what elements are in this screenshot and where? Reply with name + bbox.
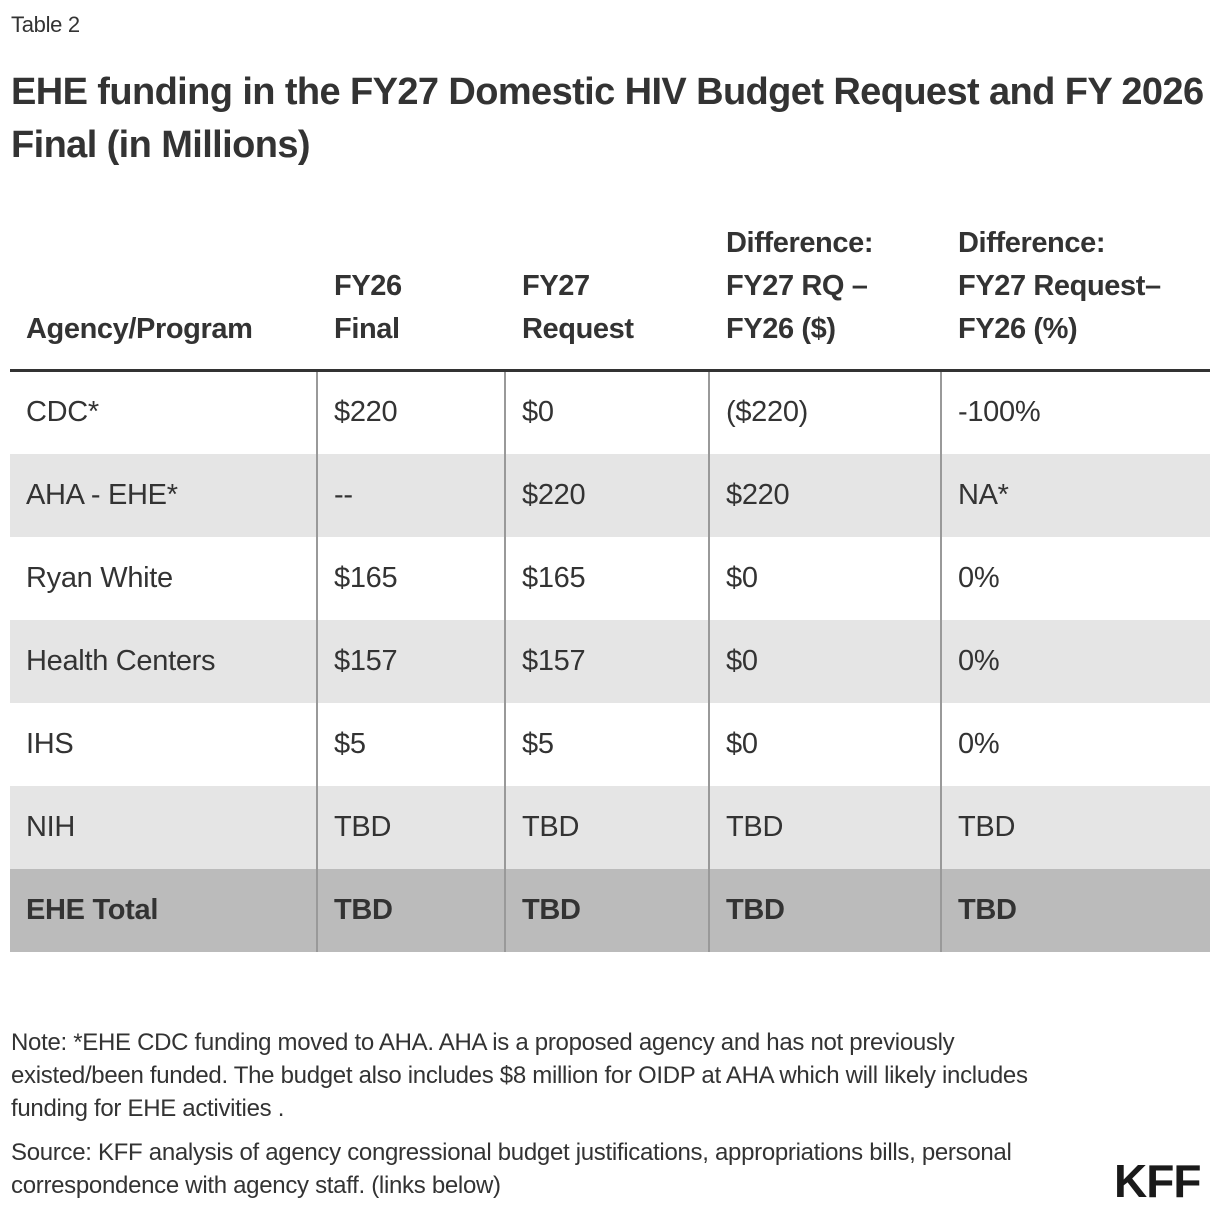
header-line: Agency/Program xyxy=(26,313,253,345)
cell-difference-dollars: $0 xyxy=(708,702,941,786)
cell-difference-percent: TBD xyxy=(940,868,1210,952)
note-text: Note: *EHE CDC funding moved to AHA. AHA… xyxy=(11,1029,1028,1122)
header-line: Difference: xyxy=(958,227,1106,259)
table-row-health-centers: Health Centers $157 $157 $0 0% xyxy=(10,619,1210,703)
cell-difference-percent: TBD xyxy=(940,785,1210,869)
cell-fy27-request: $5 xyxy=(504,702,709,786)
cell-fy26-final: TBD xyxy=(316,868,505,952)
header-row: Agency/Program FY26 Final FY27 Request D… xyxy=(10,222,1210,372)
cell-fy26-final: $165 xyxy=(316,536,505,620)
cell-agency: Ryan White xyxy=(26,561,173,594)
cell-fy27-request: $0 xyxy=(504,370,709,454)
cell-difference-percent: 0% xyxy=(940,702,1210,786)
header-line: FY27 RQ – xyxy=(726,270,868,302)
cell-difference-percent: NA* xyxy=(940,453,1210,537)
cell-difference-percent: 0% xyxy=(940,536,1210,620)
cell-agency: EHE Total xyxy=(10,868,317,952)
table-row-aha-ehe: AHA - EHE* -- $220 $220 NA* xyxy=(10,453,1210,537)
header-line: Request xyxy=(522,313,634,345)
header-line: FY26 xyxy=(334,270,402,302)
column-header-fy27-request: FY27 Request xyxy=(505,222,709,372)
header-line: FY27 Request– xyxy=(958,270,1161,302)
table-row-ehe-total: EHE Total TBD TBD TBD TBD xyxy=(10,868,1210,952)
cell-difference-dollars: $0 xyxy=(708,619,941,703)
header-line: FY26 (%) xyxy=(958,313,1078,345)
cell-difference-dollars: $220 xyxy=(708,453,941,537)
cell-agency: NIH xyxy=(10,785,317,869)
cell-fy26-final: $5 xyxy=(316,702,505,786)
cell-agency: AHA - EHE* xyxy=(10,453,317,537)
header-line: Difference: xyxy=(726,227,874,259)
kff-logo: KFF xyxy=(1114,1155,1201,1207)
cell-agency: IHS xyxy=(26,727,74,760)
cell-fy27-request: $220 xyxy=(504,453,709,537)
cell-difference-dollars: TBD xyxy=(708,868,941,952)
table-row-ihs: IHS $5 $5 $0 0% xyxy=(10,702,1210,786)
column-header-agency: Agency/Program xyxy=(10,222,317,372)
cell-fy27-request: $157 xyxy=(504,619,709,703)
table-row-nih: NIH TBD TBD TBD TBD xyxy=(10,785,1210,869)
cell-fy26-final: TBD xyxy=(316,785,505,869)
source-text: Source: KFF analysis of agency congressi… xyxy=(11,1139,1012,1199)
header-line: Final xyxy=(334,313,400,345)
table-row-cdc: CDC* $220 $0 ($220) -100% xyxy=(10,370,1210,454)
cell-difference-percent: 0% xyxy=(940,619,1210,703)
cell-fy26-final: $220 xyxy=(316,370,505,454)
cell-fy26-final: -- xyxy=(316,453,505,537)
header-line: FY26 ($) xyxy=(726,313,836,345)
cell-agency: Health Centers xyxy=(10,619,317,703)
cell-fy27-request: TBD xyxy=(504,868,709,952)
cell-fy27-request: $165 xyxy=(504,536,709,620)
cell-difference-percent: -100% xyxy=(940,370,1210,454)
cell-fy26-final: $157 xyxy=(316,619,505,703)
table-row-ryan-white: Ryan White $165 $165 $0 0% xyxy=(10,536,1210,620)
table-label: Table 2 xyxy=(11,12,80,37)
cell-difference-dollars: TBD xyxy=(708,785,941,869)
cell-difference-dollars: ($220) xyxy=(708,370,941,454)
column-header-difference-dollars: Difference: FY27 RQ – FY26 ($) xyxy=(709,222,941,372)
cell-agency: CDC* xyxy=(26,396,99,429)
column-header-difference-percent: Difference: FY27 Request– FY26 (%) xyxy=(941,222,1210,372)
cell-fy27-request: TBD xyxy=(504,785,709,869)
table-title: EHE funding in the FY27 Domestic HIV Bud… xyxy=(11,71,1204,166)
cell-difference-dollars: $0 xyxy=(708,536,941,620)
footnotes: Note: *EHE CDC funding moved to AHA. AHA… xyxy=(11,1026,1091,1202)
header-line: FY27 xyxy=(522,270,590,302)
funding-table: Agency/Program FY26 Final FY27 Request D… xyxy=(10,222,1210,952)
column-header-fy26-final: FY26 Final xyxy=(317,222,505,372)
